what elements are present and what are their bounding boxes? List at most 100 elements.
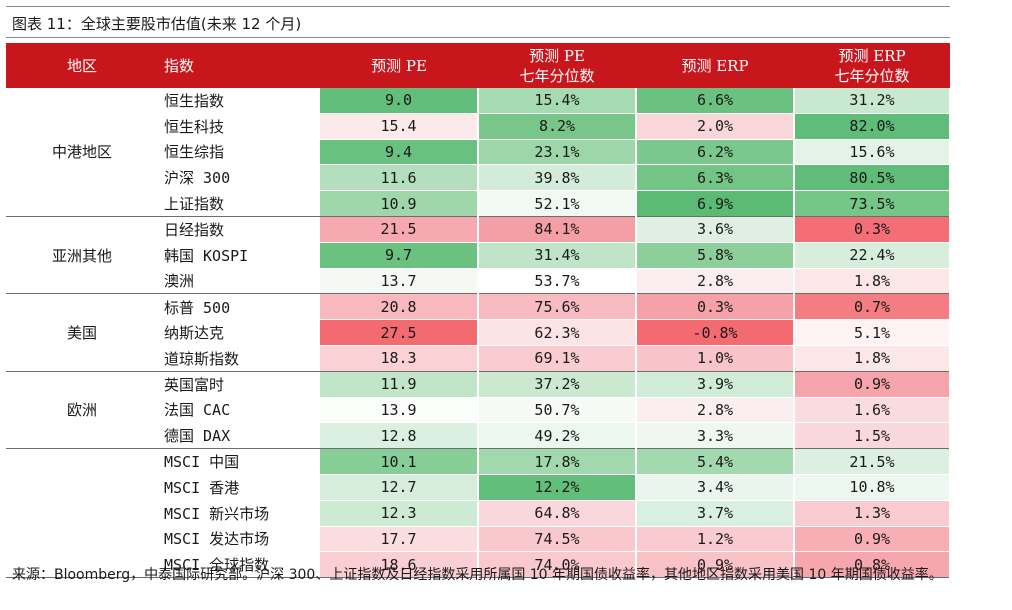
value-cell-pe-pct: 62.3% [478,319,637,346]
valuation-table: 地区 指数 预测 PE 预测 PE 七年分位数 预测 ERP 预测 ERP 七年… [6,43,951,579]
index-name-cell: 恒生科技 [164,117,225,136]
value-cell-pe: 12.8 [320,422,479,450]
header-pe: 预测 PE [320,43,478,88]
value-cell-erp-pct: 21.5% [794,448,951,475]
region-cell: 欧洲 [6,371,158,450]
value-cell-erp-pct: 0.3% [794,216,951,243]
value-cell-pe: 20.8 [320,293,479,321]
value-cell-erp-pct: 5.1% [794,319,951,346]
value-cell-erp-pct: 15.6% [794,139,951,166]
value-cell-erp: -0.8% [636,319,795,346]
index-name-cell: 日经指数 [164,221,225,240]
table-row: 恒生科技 15.4 8.2% 2.0% 82.0% [6,113,951,140]
value-cell-pe: 13.7 [320,268,479,295]
value-cell-pe-pct: 17.8% [478,448,637,475]
value-cell-pe: 9.4 [320,139,479,166]
value-cell-erp: 0.3% [636,293,795,321]
figure-title: 图表 11：全球主要股市估值(未来 12 个月) [12,15,302,33]
region-cell: 美国 [6,293,158,372]
value-cell-pe: 18.3 [320,345,479,372]
table-row: 上证指数 10.9 52.1% 6.9% 73.5% [6,190,951,217]
value-cell-erp: 6.2% [636,139,795,166]
value-cell-pe: 10.9 [320,190,479,217]
table-row: 恒生综指 9.4 23.1% 6.2% 15.6% [6,139,951,166]
table-body: 中港地区 恒生指数 9.0 15.4% 6.6% 31.2% 恒生科技 15.4 8.2% 2.0… [6,88,951,579]
region-cell: 亚洲其他 [6,216,158,295]
value-cell-pe: 10.1 [320,448,479,475]
value-cell-erp-pct: 31.2% [794,88,951,114]
value-cell-pe-pct: 84.1% [478,216,637,243]
index-name-cell: MSCI 香港 [164,478,240,497]
value-cell-erp: 2.8% [636,397,795,424]
header-index: 指数 [158,43,320,88]
table-row: 法国 CAC 13.9 50.7% 2.8% 1.6% [6,397,951,424]
index-name-cell: 德国 DAX [158,422,320,450]
value-cell-erp-pct: 22.4% [794,242,951,269]
index-name-cell: 恒生指数 [164,92,225,111]
value-cell-pe-pct: 31.4% [478,242,637,269]
value-cell-pe: 11.6 [320,164,479,192]
value-cell-pe-pct: 69.1% [478,345,637,372]
table-row: MSCI 全球指数 18.6 74.0% 0.9% 0.8% [6,551,951,579]
value-cell-erp: 1.2% [636,526,795,553]
value-cell-pe: 13.9 [320,397,479,424]
value-cell-erp-pct: 10.8% [794,474,951,501]
value-cell-pe: 9.7 [320,242,479,269]
value-cell-erp-pct: 1.8% [794,268,951,295]
value-cell-pe: 18.6 [320,551,479,579]
value-cell-erp: 5.4% [636,448,795,475]
index-name-cell: MSCI 新兴市场 [164,504,270,523]
index-name-cell: 澳洲 [158,268,320,295]
table-row: MSCI 中国 10.1 17.8% 5.4% 21.5% [6,448,951,579]
header-region: 地区 [6,43,158,88]
value-cell-erp-pct: 1.5% [794,422,951,450]
value-cell-erp: 2.0% [636,113,795,140]
index-name-cell: 英国富时 [164,375,225,394]
value-cell-pe-pct: 8.2% [478,113,637,140]
value-cell-erp-pct: 0.9% [794,526,951,553]
value-cell-erp: 3.4% [636,474,795,501]
table-row: 道琼斯指数 18.3 69.1% 1.0% 1.8% [6,345,951,372]
table-row: 德国 DAX 12.8 49.2% 3.3% 1.5% [6,422,951,450]
value-cell-erp: 6.3% [636,164,795,192]
value-cell-erp-pct: 1.8% [794,345,951,372]
index-name-cell: 恒生综指 [164,143,225,162]
value-cell-pe-pct: 74.0% [478,551,637,579]
value-cell-erp-pct: 80.5% [794,164,951,192]
value-cell-pe: 21.5 [320,216,479,243]
table-row: MSCI 香港 12.7 12.2% 3.4% 10.8% [6,474,951,501]
source-note: 来源：Bloomberg，中泰国际研究部。沪深 300、上证指数及日经指数采用所… [12,567,943,583]
table-row: 沪深 300 11.6 39.8% 6.3% 80.5% [6,164,951,192]
value-cell-erp-pct: 0.8% [794,551,951,579]
value-cell-erp-pct: 1.6% [794,397,951,424]
index-name-cell: 韩国 KOSPI [164,246,249,265]
value-cell-erp-pct: 1.3% [794,500,951,527]
table-row: 韩国 KOSPI 9.7 31.4% 5.8% 22.4% [6,242,951,269]
value-cell-pe-pct: 39.8% [478,164,637,192]
value-cell-erp-pct: 73.5% [794,190,951,217]
table-header-row: 地区 指数 预测 PE 预测 PE 七年分位数 预测 ERP 预测 ERP 七年… [6,43,950,88]
index-name-cell: 法国 CAC [164,401,231,420]
table-row: 中港地区 恒生指数 9.0 15.4% 6.6% 31.2% [6,88,951,217]
value-cell-pe-pct: 64.8% [478,500,637,527]
value-cell-erp: 3.6% [636,216,795,243]
value-cell-pe: 15.4 [320,113,479,140]
value-cell-pe-pct: 50.7% [478,397,637,424]
value-cell-erp: 6.9% [636,190,795,217]
value-cell-pe: 12.3 [320,500,479,527]
value-cell-pe: 11.9 [320,371,479,398]
index-name-cell: 沪深 300 [164,169,231,188]
value-cell-erp-pct: 82.0% [794,113,951,140]
value-cell-pe-pct: 15.4% [478,88,637,114]
value-cell-erp-pct: 0.9% [794,371,951,398]
header-pe-percentile: 预测 PE 七年分位数 [478,43,636,88]
value-cell-pe-pct: 52.1% [478,190,637,217]
table-row: 欧洲 英国富时 11.9 37.2% 3.9% 0.9% [6,371,951,450]
value-cell-erp-pct: 0.7% [794,293,951,321]
index-name-cell: 标普 500 [164,298,231,317]
value-cell-pe-pct: 75.6% [478,293,637,321]
header-erp-percentile: 预测 ERP 七年分位数 [794,43,950,88]
value-cell-erp: 3.3% [636,422,795,450]
value-cell-erp: 6.6% [636,88,795,114]
index-name-cell: 道琼斯指数 [158,345,320,372]
